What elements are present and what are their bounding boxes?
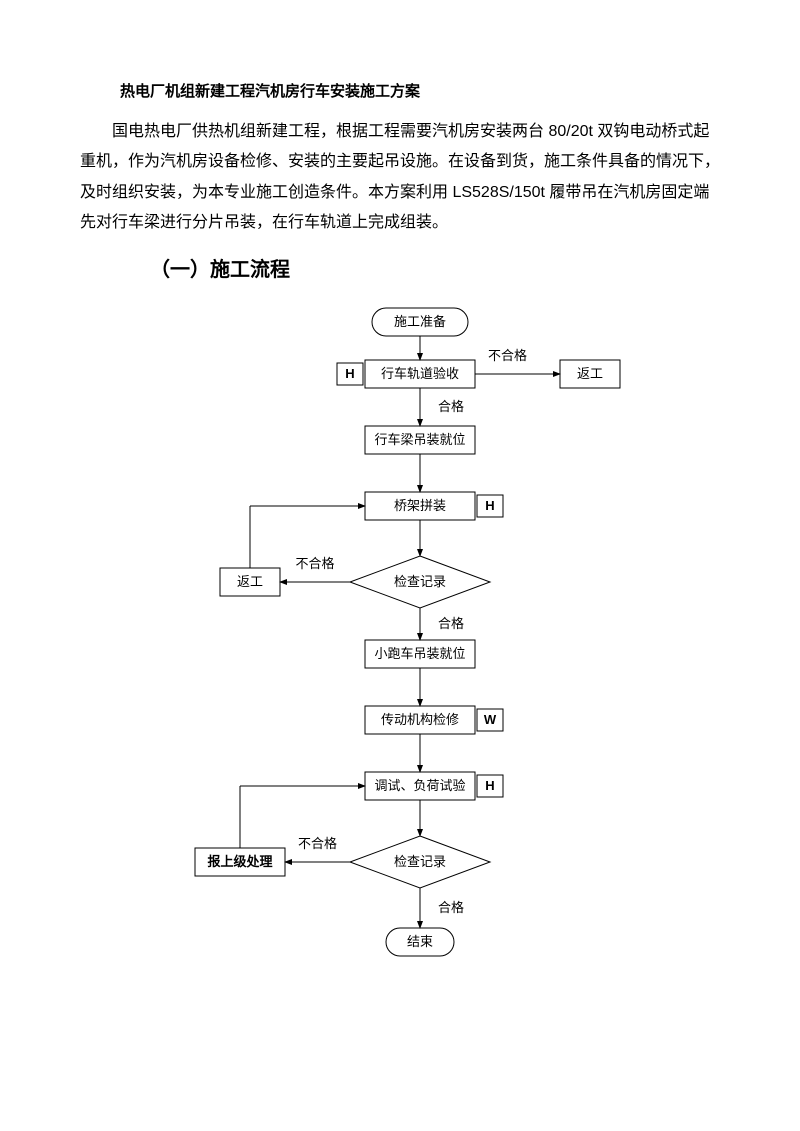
svg-text:调试、负荷试验: 调试、负荷试验 bbox=[374, 778, 465, 793]
intro-paragraph: 国电热电厂供热机组新建工程，根据工程需要汽机房安装两台 80/20t 双钩电动桥… bbox=[80, 117, 720, 239]
construction-flowchart: 施工准备行车轨道验收H返工行车梁吊装就位桥架拼装H检查记录返工小跑车吊装就位传动… bbox=[120, 292, 680, 992]
svg-text:检查记录: 检查记录 bbox=[394, 574, 446, 589]
section-heading: （一）施工流程 bbox=[150, 253, 720, 282]
svg-text:报上级处理: 报上级处理 bbox=[207, 854, 272, 869]
svg-text:返工: 返工 bbox=[577, 366, 603, 381]
svg-text:桥架拼装: 桥架拼装 bbox=[394, 498, 446, 513]
svg-text:不合格: 不合格 bbox=[298, 836, 337, 851]
svg-text:小跑车吊装就位: 小跑车吊装就位 bbox=[374, 646, 465, 661]
svg-text:H: H bbox=[345, 366, 354, 381]
svg-text:施工准备: 施工准备 bbox=[394, 314, 446, 329]
svg-text:检查记录: 检查记录 bbox=[394, 854, 446, 869]
document-title: 热电厂机组新建工程汽机房行车安装施工方案 bbox=[120, 80, 720, 101]
svg-text:H: H bbox=[485, 778, 494, 793]
svg-text:不合格: 不合格 bbox=[488, 348, 527, 363]
svg-text:返工: 返工 bbox=[237, 574, 263, 589]
svg-text:不合格: 不合格 bbox=[295, 556, 334, 571]
svg-text:合格: 合格 bbox=[438, 399, 464, 414]
svg-text:合格: 合格 bbox=[438, 616, 464, 631]
svg-text:行车梁吊装就位: 行车梁吊装就位 bbox=[374, 432, 465, 447]
svg-text:传动机构检修: 传动机构检修 bbox=[381, 712, 459, 727]
svg-text:合格: 合格 bbox=[438, 900, 464, 915]
svg-text:W: W bbox=[484, 712, 497, 727]
svg-text:行车轨道验收: 行车轨道验收 bbox=[381, 366, 459, 381]
svg-text:H: H bbox=[485, 498, 494, 513]
svg-text:结束: 结束 bbox=[407, 934, 433, 949]
